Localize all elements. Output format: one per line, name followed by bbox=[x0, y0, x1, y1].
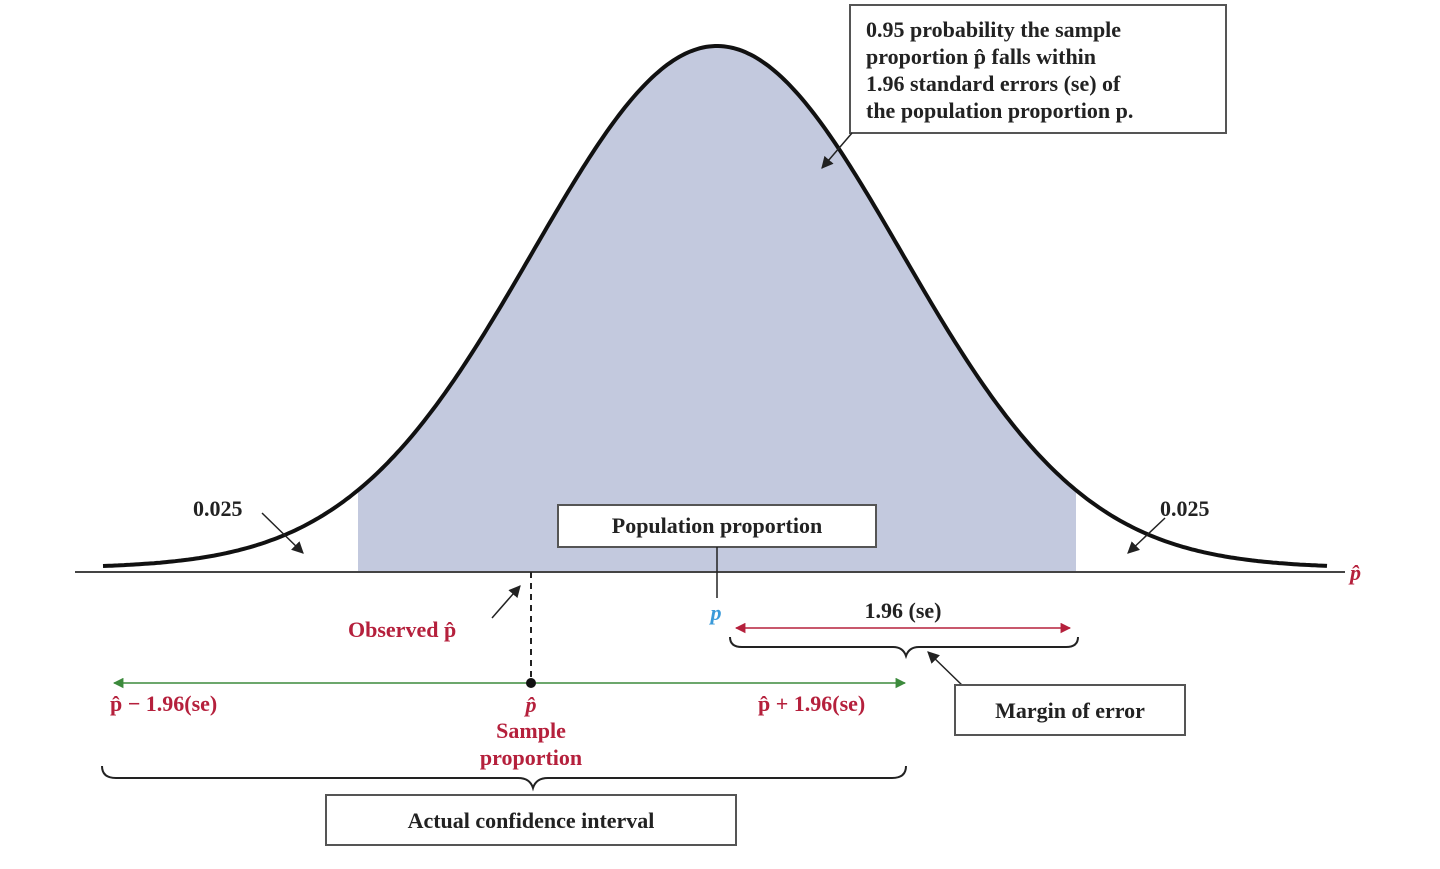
callout-line-3: 1.96 standard errors (se) of bbox=[866, 71, 1121, 96]
ci-brace bbox=[101, 765, 907, 792]
normal-curve bbox=[102, 44, 1328, 568]
ci-upper-label: p̂ + 1.96(se) bbox=[758, 691, 865, 716]
left-tail-arrow bbox=[261, 512, 304, 554]
sample-caption-line-2: proportion bbox=[480, 745, 582, 770]
population-proportion-label: Population proportion bbox=[612, 513, 822, 538]
ci-lower-label: p̂ − 1.96(se) bbox=[110, 691, 217, 716]
sample-caption-line-1: Sample bbox=[496, 718, 566, 743]
right-tail-probability: 0.025 bbox=[1160, 496, 1210, 521]
confidence-interval-label: Actual confidence interval bbox=[408, 808, 655, 833]
sample-symbol: p̂ bbox=[524, 692, 537, 717]
margin-arrow bbox=[927, 651, 966, 689]
callout-arrow bbox=[821, 132, 853, 169]
margin-brace bbox=[729, 636, 1079, 660]
observed-arrow bbox=[491, 585, 521, 619]
right-tail-arrow bbox=[1127, 517, 1166, 554]
callout-line-4: the population proportion p. bbox=[866, 98, 1133, 123]
margin-of-error-box bbox=[954, 684, 1186, 736]
se-label: 1.96 (se) bbox=[865, 598, 942, 623]
population-symbol: p bbox=[709, 600, 722, 625]
probability-callout-box bbox=[849, 4, 1227, 134]
axis-label: p̂ bbox=[1348, 560, 1361, 585]
margin-of-error-label: Margin of error bbox=[995, 698, 1145, 723]
confidence-interval-box bbox=[325, 794, 737, 846]
left-tail-probability: 0.025 bbox=[193, 496, 243, 521]
central-probability-area bbox=[358, 46, 1076, 572]
observed-label: Observed p̂ bbox=[348, 617, 456, 642]
callout-line-2: proportion p̂ falls within bbox=[866, 44, 1096, 69]
callout-line-1: 0.95 probability the sample bbox=[866, 17, 1121, 42]
sample-point bbox=[526, 678, 536, 688]
